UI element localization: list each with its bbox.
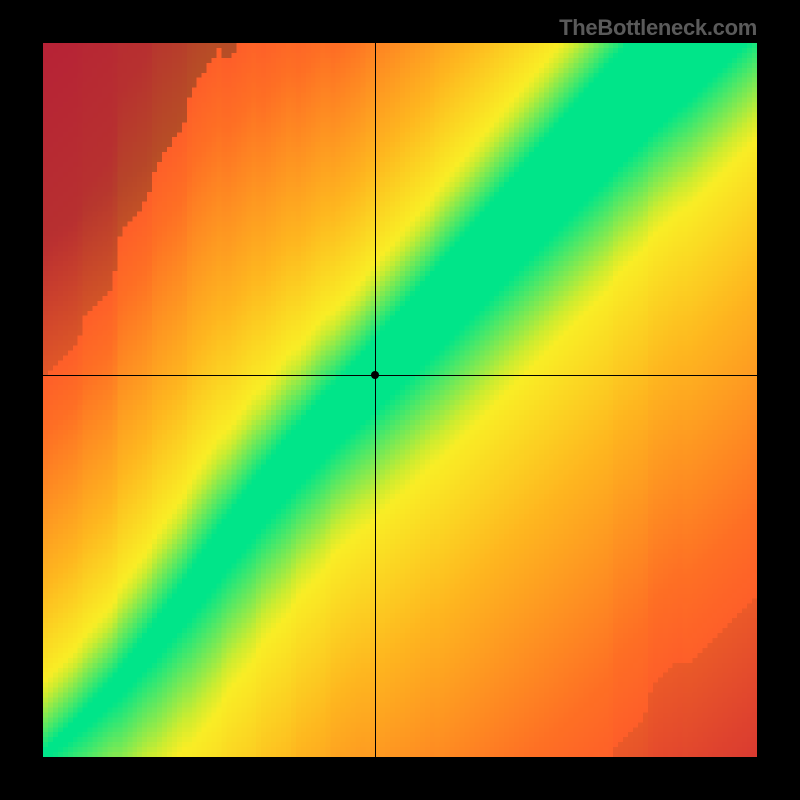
heatmap-canvas bbox=[43, 43, 757, 757]
crosshair-horizontal bbox=[43, 375, 757, 376]
crosshair-dot bbox=[371, 371, 379, 379]
watermark-text: TheBottleneck.com bbox=[559, 15, 757, 41]
crosshair-vertical bbox=[375, 43, 376, 757]
heatmap-plot bbox=[43, 43, 757, 757]
